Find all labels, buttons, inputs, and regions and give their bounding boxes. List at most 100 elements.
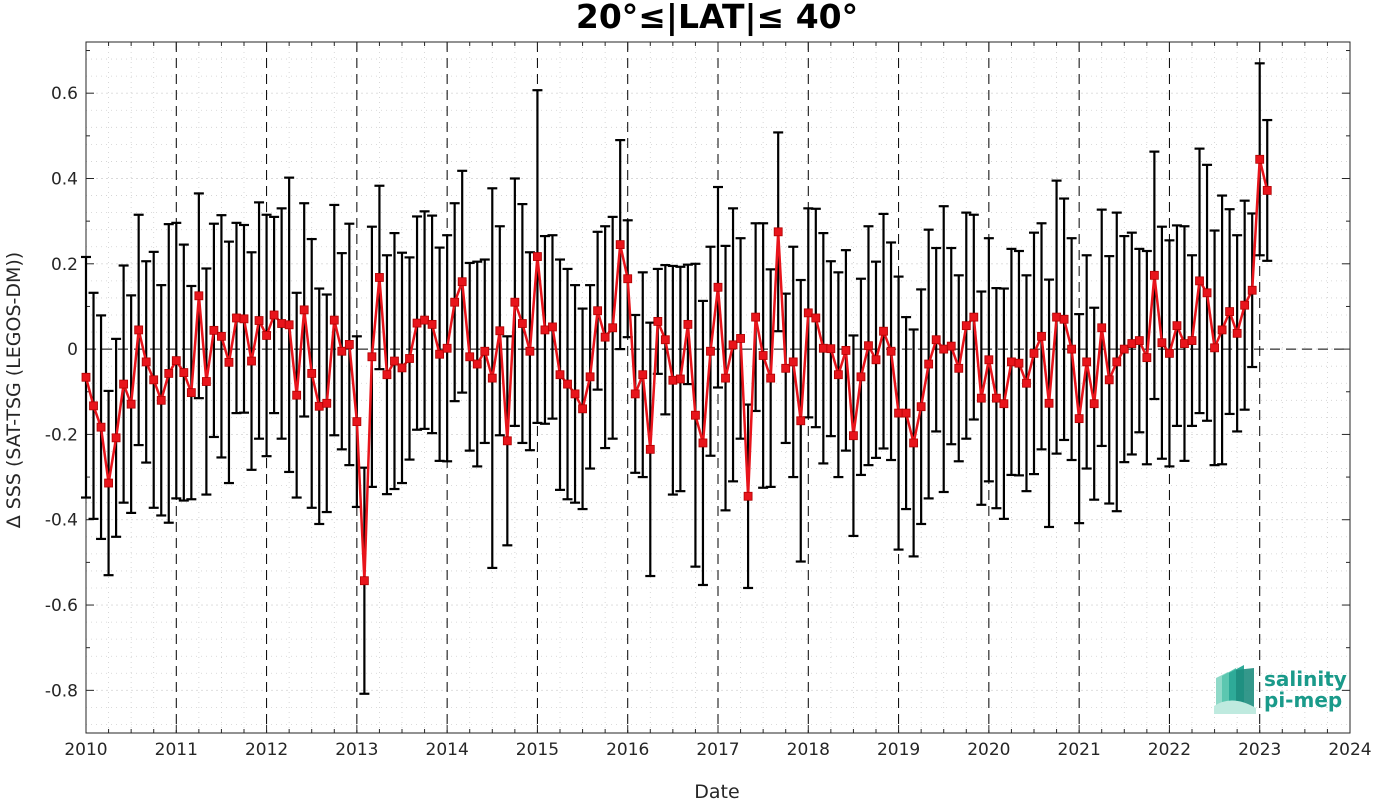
data-point (555, 370, 565, 380)
data-point (412, 318, 422, 328)
logo-text-salinity: salinity (1264, 667, 1347, 691)
data-point (728, 340, 738, 350)
data-point (1082, 357, 1092, 367)
data-point (630, 389, 640, 399)
data-point (984, 355, 994, 365)
data-point (1097, 323, 1107, 333)
x-tick-label: 2010 (64, 740, 107, 760)
x-tick-label: 2015 (516, 740, 559, 760)
y-axis-label: Δ SSS (SAT-TSG (LEGOS-DM)) (3, 252, 25, 528)
data-point (442, 343, 452, 353)
data-point (1202, 288, 1212, 298)
data-point (382, 370, 392, 380)
data-point (81, 372, 91, 382)
data-point (991, 393, 1001, 403)
data-point (450, 297, 460, 307)
salinity-pimep-logo: salinity pi-mep (1214, 665, 1347, 714)
data-point (773, 227, 783, 237)
data-point (517, 319, 527, 328)
data-point (344, 340, 354, 349)
data-point (156, 395, 166, 405)
data-point (736, 334, 745, 343)
data-point (721, 373, 730, 383)
x-tick-label: 2014 (426, 740, 469, 760)
data-point (89, 401, 98, 411)
y-tick-label: -0.4 (45, 511, 78, 531)
y-tick-label: 0 (67, 340, 78, 360)
data-point (194, 291, 204, 301)
data-point (104, 478, 113, 488)
data-point (788, 357, 798, 367)
data-point (916, 402, 926, 412)
x-tick-label: 2022 (1148, 740, 1191, 760)
data-point (1044, 398, 1054, 408)
markers (81, 154, 1272, 586)
y-tick-label: -0.8 (45, 681, 78, 701)
y-tick-label: 0.4 (51, 169, 78, 189)
data-point (1217, 325, 1227, 335)
data-point (713, 282, 723, 292)
data-point (307, 369, 317, 378)
data-point (608, 323, 618, 333)
data-point (879, 326, 888, 336)
y-tick-label: 0.2 (51, 255, 78, 275)
data-point (856, 372, 866, 382)
data-point (397, 363, 407, 373)
data-point (803, 308, 813, 318)
data-point (1067, 344, 1077, 354)
x-axis-label: Date (694, 781, 739, 801)
data-point (841, 345, 851, 355)
data-point (457, 277, 467, 287)
data-point (390, 356, 399, 366)
data-point (164, 369, 174, 378)
data-point (299, 305, 309, 315)
data-point (247, 356, 256, 366)
x-ticks: 2010 2011 2012 2013 2014 2015 2016 2017 2018 2019… (64, 42, 1372, 760)
data-point (1029, 348, 1039, 358)
data-point (502, 436, 512, 446)
data-point (1127, 339, 1137, 348)
data-point (886, 346, 896, 356)
data-point (894, 408, 903, 418)
data-point (683, 319, 693, 329)
data-point (796, 416, 806, 426)
data-point (1232, 328, 1242, 338)
data-point (976, 393, 986, 403)
data-point (600, 332, 610, 342)
data-point (939, 344, 949, 354)
data-point (427, 319, 437, 329)
data-point (292, 390, 302, 400)
data-point (698, 438, 708, 448)
data-point (352, 417, 362, 427)
data-point (269, 310, 279, 320)
data-point (1210, 343, 1219, 353)
logo-mark-icon (1214, 665, 1256, 714)
x-tick-label: 2018 (787, 740, 830, 760)
data-point (186, 388, 196, 398)
data-point (472, 359, 482, 369)
x-tick-label: 2021 (1058, 740, 1101, 760)
data-point (638, 370, 648, 380)
data-point (1187, 336, 1197, 345)
data-point (367, 352, 377, 362)
data-point (487, 373, 497, 383)
data-point (119, 379, 129, 389)
x-tick-label: 2019 (877, 740, 920, 760)
data-point (420, 315, 429, 325)
x-tick-label: 2016 (606, 740, 649, 760)
data-point (954, 363, 964, 373)
data-point (1007, 357, 1016, 367)
data-point (1074, 414, 1084, 424)
data-point (818, 343, 828, 353)
data-point (1225, 307, 1235, 316)
data-point (209, 325, 219, 335)
data-point (645, 444, 655, 454)
data-point (969, 312, 979, 322)
data-point (1104, 375, 1114, 385)
x-tick-label: 2012 (245, 740, 288, 760)
data-point (1172, 321, 1182, 331)
data-point (946, 341, 956, 351)
data-point (585, 372, 595, 382)
data-point (149, 375, 159, 385)
